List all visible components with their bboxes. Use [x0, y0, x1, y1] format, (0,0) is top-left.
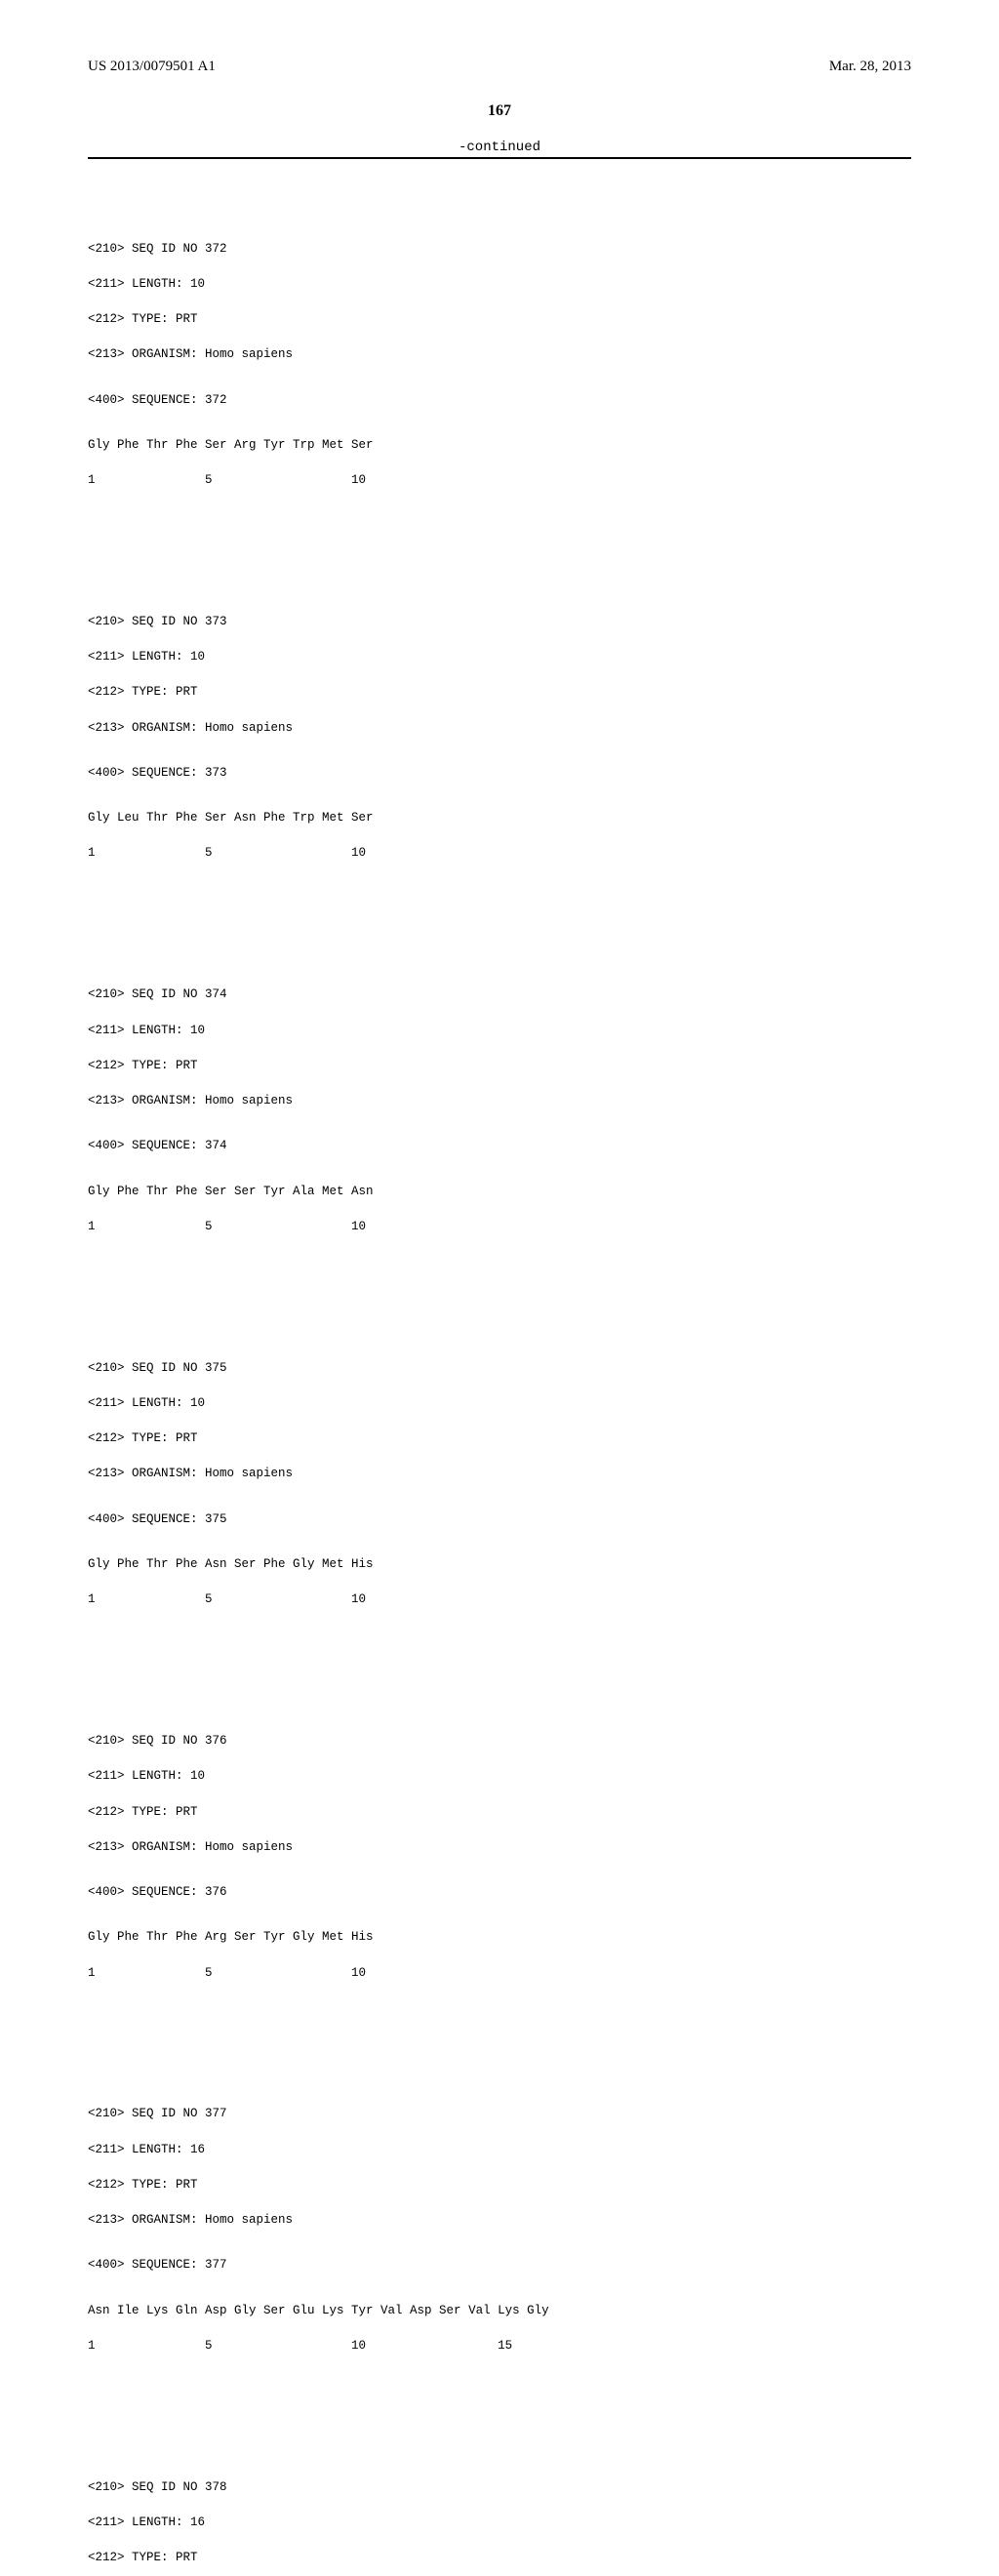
seq-residues: Gly Phe Thr Phe Ser Arg Tyr Trp Met Ser — [88, 436, 911, 454]
seq-tag-212: <212> TYPE: PRT — [88, 2549, 911, 2566]
seq-tag-211: <211> LENGTH: 10 — [88, 275, 911, 293]
seq-tag-210: <210> SEQ ID NO 378 — [88, 2478, 911, 2496]
seq-tag-212: <212> TYPE: PRT — [88, 310, 911, 328]
continued-label: -continued — [88, 140, 911, 155]
seq-position-numbers: 1 5 10 — [88, 1590, 911, 1608]
seq-tag-211: <211> LENGTH: 10 — [88, 1022, 911, 1039]
seq-tag-212: <212> TYPE: PRT — [88, 683, 911, 701]
page-container: US 2013/0079501 A1 Mar. 28, 2013 167 -co… — [0, 0, 999, 1288]
seq-tag-400: <400> SEQUENCE: 373 — [88, 764, 911, 782]
seq-position-numbers: 1 5 10 — [88, 1964, 911, 1982]
publication-date: Mar. 28, 2013 — [829, 59, 911, 75]
seq-tag-210: <210> SEQ ID NO 376 — [88, 1732, 911, 1750]
seq-tag-212: <212> TYPE: PRT — [88, 1803, 911, 1821]
publication-id: US 2013/0079501 A1 — [88, 59, 216, 75]
sequence-block: <210> SEQ ID NO 372 <211> LENGTH: 10 <21… — [88, 221, 911, 524]
seq-residues: Gly Leu Thr Phe Ser Asn Phe Trp Met Ser — [88, 809, 911, 826]
seq-tag-213: <213> ORGANISM: Homo sapiens — [88, 1838, 911, 1856]
page-number: 167 — [88, 102, 911, 120]
seq-position-numbers: 1 5 10 15 — [88, 2337, 911, 2355]
seq-residues: Gly Phe Thr Phe Ser Ser Tyr Ala Met Asn — [88, 1183, 911, 1200]
seq-tag-212: <212> TYPE: PRT — [88, 1057, 911, 1074]
seq-tag-400: <400> SEQUENCE: 377 — [88, 2256, 911, 2274]
seq-tag-210: <210> SEQ ID NO 374 — [88, 986, 911, 1003]
seq-tag-211: <211> LENGTH: 16 — [88, 2141, 911, 2158]
seq-tag-400: <400> SEQUENCE: 372 — [88, 391, 911, 409]
seq-tag-213: <213> ORGANISM: Homo sapiens — [88, 2211, 911, 2229]
seq-tag-211: <211> LENGTH: 10 — [88, 648, 911, 665]
seq-residues: Gly Phe Thr Phe Asn Ser Phe Gly Met His — [88, 1555, 911, 1573]
seq-residues: Asn Ile Lys Gln Asp Gly Ser Glu Lys Tyr … — [88, 2302, 911, 2319]
seq-tag-213: <213> ORGANISM: Homo sapiens — [88, 1092, 911, 1109]
sequence-block: <210> SEQ ID NO 376 <211> LENGTH: 10 <21… — [88, 1714, 911, 2017]
seq-tag-211: <211> LENGTH: 10 — [88, 1767, 911, 1785]
sequence-block: <210> SEQ ID NO 374 <211> LENGTH: 10 <21… — [88, 968, 911, 1270]
seq-tag-213: <213> ORGANISM: Homo sapiens — [88, 719, 911, 737]
seq-position-numbers: 1 5 10 — [88, 844, 911, 862]
top-rule — [88, 157, 911, 159]
seq-tag-210: <210> SEQ ID NO 377 — [88, 2105, 911, 2122]
seq-tag-213: <213> ORGANISM: Homo sapiens — [88, 345, 911, 363]
seq-tag-210: <210> SEQ ID NO 372 — [88, 240, 911, 258]
seq-tag-210: <210> SEQ ID NO 375 — [88, 1359, 911, 1377]
seq-tag-400: <400> SEQUENCE: 376 — [88, 1883, 911, 1901]
seq-tag-213: <213> ORGANISM: Homo sapiens — [88, 1465, 911, 1482]
seq-residues: Gly Phe Thr Phe Arg Ser Tyr Gly Met His — [88, 1928, 911, 1946]
seq-position-numbers: 1 5 10 — [88, 1218, 911, 1235]
seq-tag-400: <400> SEQUENCE: 374 — [88, 1137, 911, 1154]
seq-position-numbers: 1 5 10 — [88, 471, 911, 489]
seq-tag-211: <211> LENGTH: 10 — [88, 1394, 911, 1412]
page-header: US 2013/0079501 A1 Mar. 28, 2013 — [88, 59, 911, 75]
sequence-listing: <210> SEQ ID NO 372 <211> LENGTH: 10 <21… — [88, 169, 911, 2576]
sequence-block: <210> SEQ ID NO 378 <211> LENGTH: 16 <21… — [88, 2461, 911, 2576]
seq-tag-212: <212> TYPE: PRT — [88, 1429, 911, 1447]
seq-tag-211: <211> LENGTH: 16 — [88, 2514, 911, 2531]
sequence-block: <210> SEQ ID NO 375 <211> LENGTH: 10 <21… — [88, 1342, 911, 1644]
seq-tag-400: <400> SEQUENCE: 375 — [88, 1510, 911, 1528]
sequence-block: <210> SEQ ID NO 373 <211> LENGTH: 10 <21… — [88, 595, 911, 898]
sequence-block: <210> SEQ ID NO 377 <211> LENGTH: 16 <21… — [88, 2087, 911, 2390]
seq-tag-210: <210> SEQ ID NO 373 — [88, 613, 911, 630]
seq-tag-212: <212> TYPE: PRT — [88, 2176, 911, 2194]
